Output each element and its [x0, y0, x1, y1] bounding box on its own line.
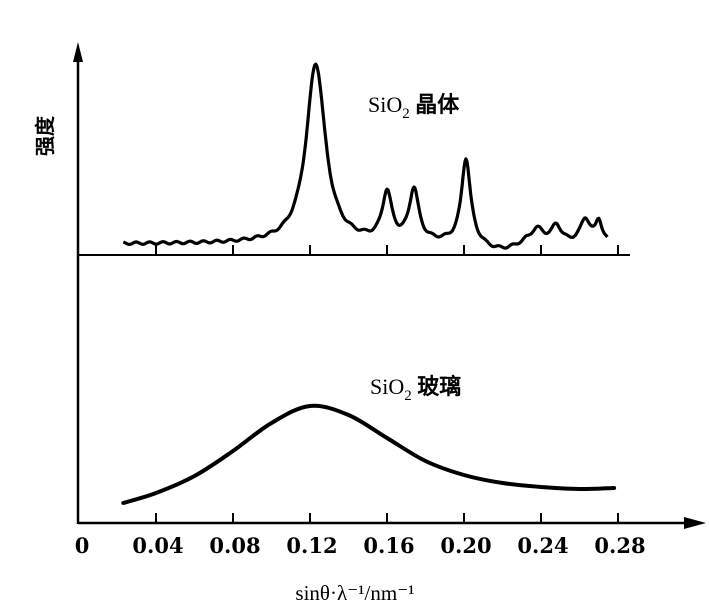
tick-labels: 0 0.04 0.08 0.12 0.16 0.20 0.24 0.28 [75, 533, 646, 558]
x-tick-label: 0.16 [363, 533, 414, 558]
x-axis-arrow [684, 517, 706, 529]
x-tick-label: 0 [75, 533, 90, 558]
y-axis-arrow [73, 42, 83, 62]
axes [73, 42, 706, 529]
x-tick-label: 0.24 [517, 533, 568, 558]
series-label-glass: SiO2 玻璃 [370, 374, 461, 404]
x-axis-label: sinθ·λ⁻¹/nm⁻¹ [295, 581, 414, 605]
series-line-crystal [122, 62, 609, 250]
x-tick-label: 0.20 [440, 533, 491, 558]
x-tick-label: 0.28 [594, 533, 645, 558]
ticks [155, 245, 619, 523]
series-label-crystal: SiO2 晶体 [368, 92, 460, 122]
series-line-glass [121, 403, 617, 505]
y-axis-label: 强度 [33, 115, 57, 156]
x-tick-label: 0.04 [132, 533, 183, 558]
x-tick-label: 0.12 [286, 533, 337, 558]
x-tick-label: 0.08 [209, 533, 260, 558]
